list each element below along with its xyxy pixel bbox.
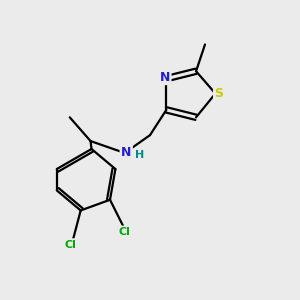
Text: Cl: Cl [119,227,131,237]
Text: Cl: Cl [65,240,77,250]
Text: N: N [121,146,131,160]
Text: N: N [160,71,170,84]
Text: S: S [214,87,224,100]
Text: H: H [135,150,144,160]
